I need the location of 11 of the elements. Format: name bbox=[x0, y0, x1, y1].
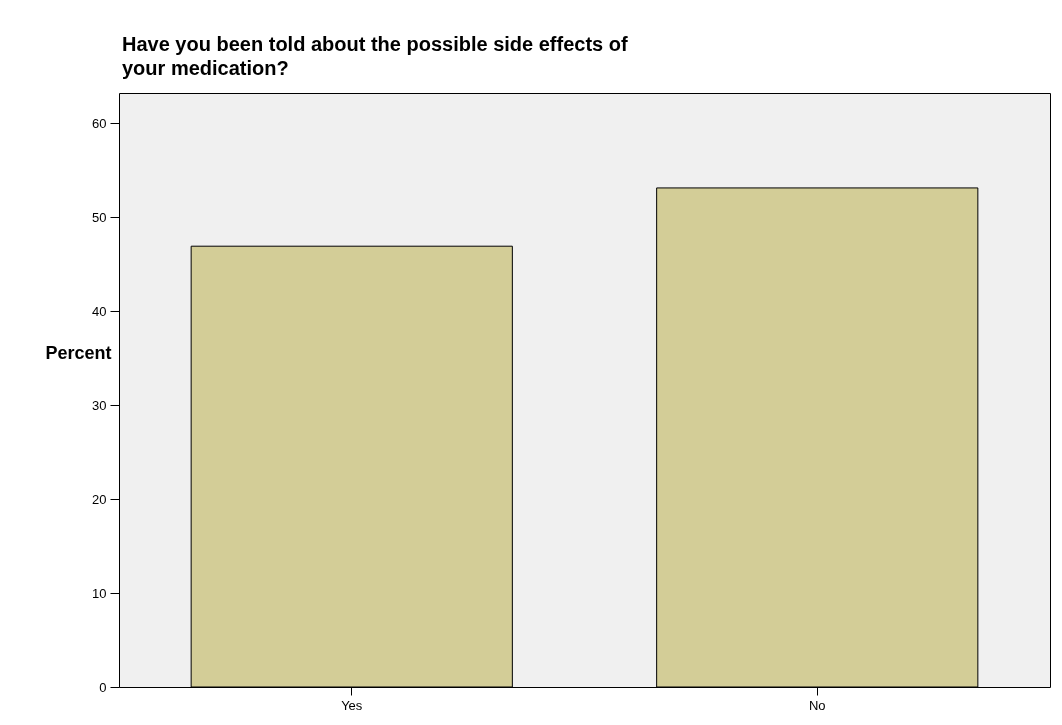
y-tick-label: 30 bbox=[92, 397, 107, 413]
y-tick-label: 50 bbox=[92, 209, 107, 225]
y-tick-label: 60 bbox=[92, 115, 107, 131]
y-tick-label: 0 bbox=[99, 679, 107, 695]
y-tick-label: 40 bbox=[92, 303, 107, 319]
x-tick-label: No bbox=[808, 697, 826, 713]
y-tick-label: 20 bbox=[92, 491, 107, 507]
chart-title: Have you been told about the possible side effects of your medication? bbox=[122, 33, 628, 79]
x-tick-label: Yes bbox=[341, 697, 363, 713]
y-axis-title: Percent bbox=[45, 342, 112, 363]
y-tick-label: 10 bbox=[92, 585, 107, 601]
